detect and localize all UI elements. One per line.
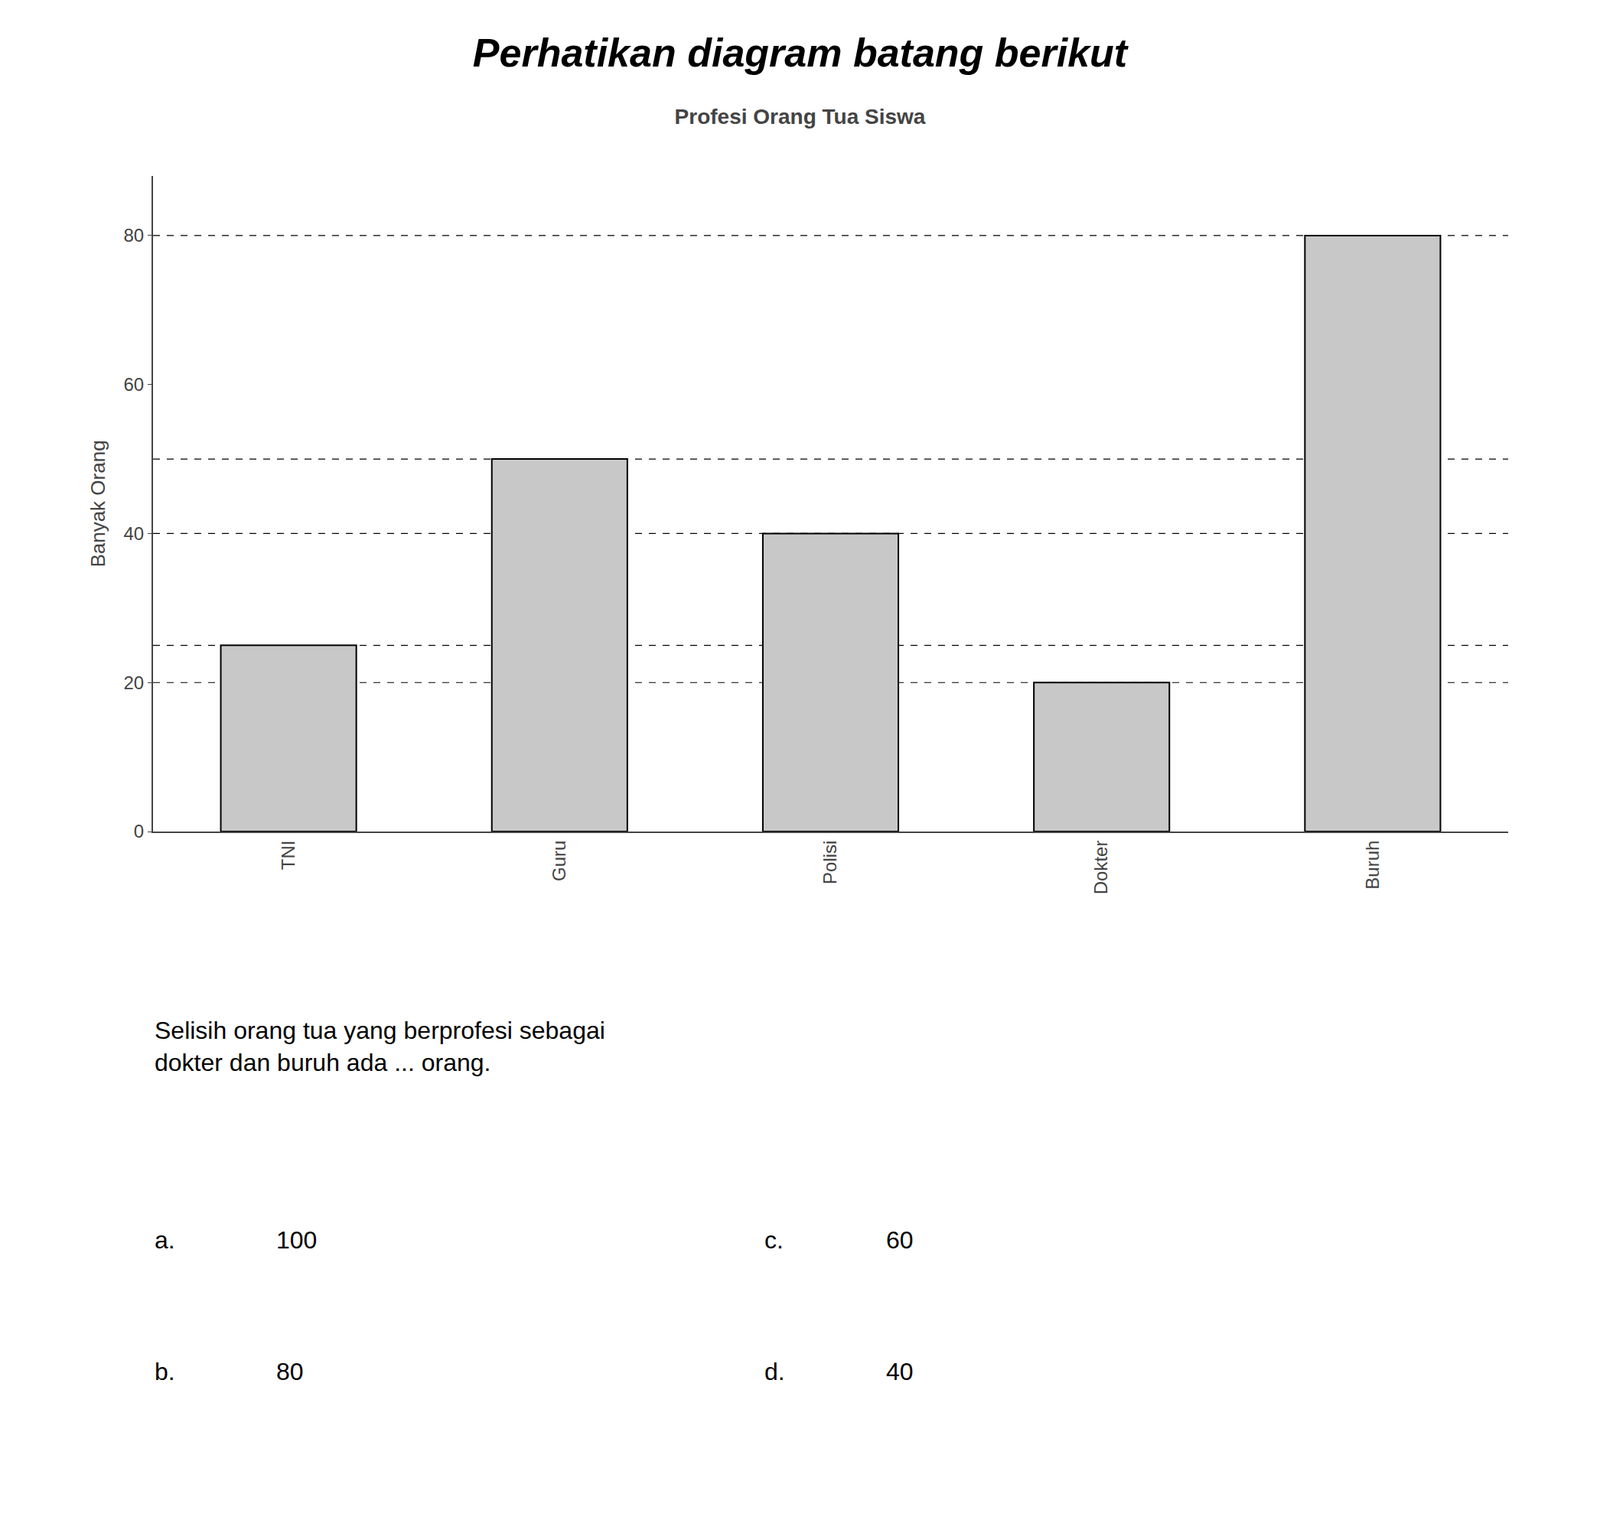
svg-text:a.: a. [154,1226,176,1255]
svg-text:Buruh: Buruh [1362,840,1383,890]
svg-text:100: 100 [276,1226,317,1255]
svg-text:Selisih orang tua yang berprof: Selisih orang tua yang berprofesi sebaga… [154,1016,606,1077]
svg-text:TNI: TNI [277,840,299,871]
svg-text:d.: d. [764,1358,786,1386]
svg-text:80: 80 [123,224,144,246]
svg-text:c.: c. [764,1226,784,1255]
svg-text:b.: b. [154,1358,176,1386]
svg-text:40: 40 [886,1358,914,1386]
svg-text:Guru: Guru [548,840,570,882]
svg-text:Perhatikan diagram batang beri: Perhatikan diagram batang berikut [472,30,1130,75]
svg-text:60: 60 [886,1226,914,1255]
svg-text:Dokter: Dokter [1091,840,1112,896]
svg-text:Polisi: Polisi [819,840,841,885]
svg-text:0: 0 [133,821,144,842]
svg-text:40: 40 [123,523,144,545]
svg-text:Banyak Orang: Banyak Orang [86,439,110,568]
svg-text:Profesi Orang Tua Siswa: Profesi Orang Tua Siswa [674,104,926,129]
svg-text:60: 60 [123,374,144,395]
svg-text:80: 80 [276,1358,304,1386]
svg-text:20: 20 [123,672,144,694]
